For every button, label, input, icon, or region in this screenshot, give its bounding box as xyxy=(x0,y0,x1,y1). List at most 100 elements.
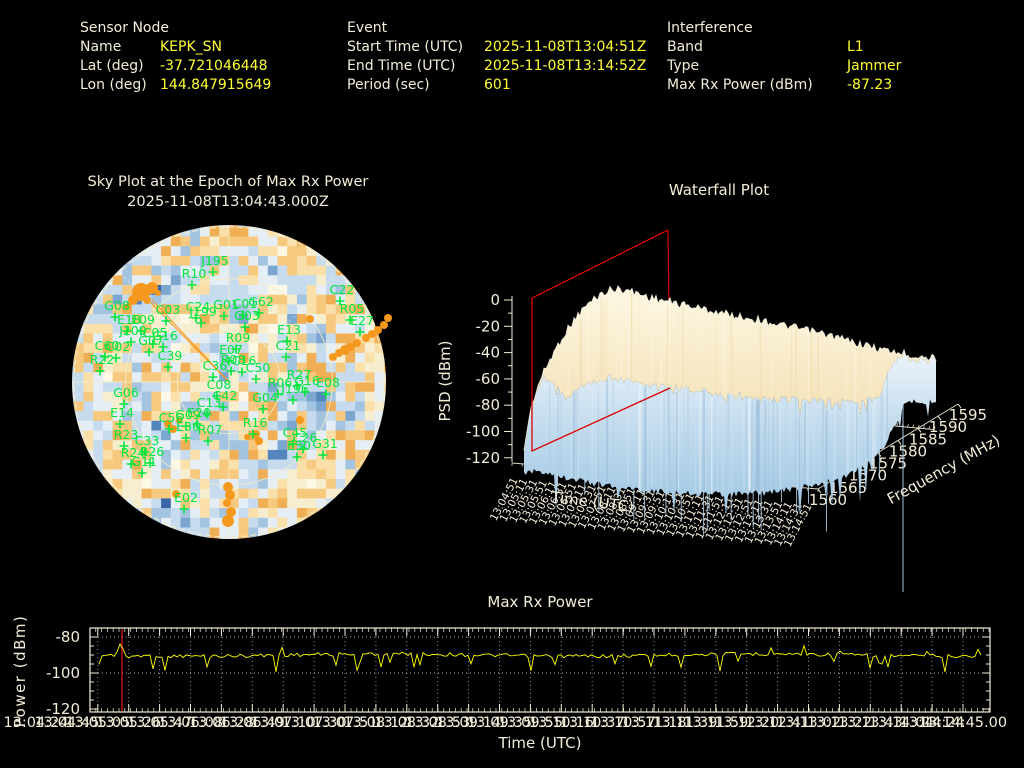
jammer-track-dot xyxy=(244,434,250,440)
sky-heat-cell xyxy=(267,226,278,237)
power-x-tick-label: 13:09:55 xyxy=(498,715,563,731)
sky-heat-cell xyxy=(199,488,210,499)
sky-heat-cell xyxy=(326,401,337,412)
sky-heat-cell xyxy=(199,411,210,422)
sky-heat-cell xyxy=(190,449,201,460)
sky-heat-cell xyxy=(122,401,133,412)
sky-heat-cell xyxy=(326,498,337,509)
sensor-node-title: Sensor Node xyxy=(80,20,169,36)
interference-type-label: Type xyxy=(667,58,700,74)
sky-heat-cell xyxy=(199,246,210,257)
satellite-marker xyxy=(288,395,298,405)
sky-heat-cell xyxy=(258,323,269,334)
sky-heat-cell xyxy=(287,352,298,363)
sky-heat-cell xyxy=(267,498,278,509)
sky-heat-cell xyxy=(151,420,162,431)
event-start-label: Start Time (UTC) xyxy=(347,39,464,55)
sky-heat-cell xyxy=(180,440,191,451)
sky-heat-cell xyxy=(112,333,123,344)
sky-heat-cell xyxy=(287,265,298,276)
sky-heat-cell xyxy=(199,304,210,315)
sky-heat-cell xyxy=(190,362,201,373)
sky-heat-cell xyxy=(238,323,249,334)
sky-heat-cell xyxy=(141,236,152,247)
sky-heat-cell xyxy=(132,430,143,441)
sky-heat-cell xyxy=(267,479,278,490)
sky-heat-cell xyxy=(112,255,123,266)
power-x-tick-label: 13:14:45.00 xyxy=(919,715,1007,731)
sky-heat-cell xyxy=(267,430,278,441)
sky-heat-cell xyxy=(355,314,366,325)
sky-heat-cell xyxy=(345,352,356,363)
sky-heat-cell xyxy=(277,449,288,460)
sky-heat-cell xyxy=(151,508,162,519)
satellite-marker xyxy=(321,389,331,399)
jammer-track-dot xyxy=(222,515,234,527)
satellite-E09: E09 xyxy=(131,312,155,336)
sky-heat-cell xyxy=(141,488,152,499)
satellite-marker xyxy=(219,311,229,321)
sky-heat-cell xyxy=(267,323,278,334)
sky-heat-cell xyxy=(229,391,240,402)
satellite-marker xyxy=(208,372,218,382)
sky-heat-cell xyxy=(161,527,172,538)
sky-heat-cell xyxy=(277,411,288,422)
sky-heat-cell xyxy=(180,265,191,276)
sky-heat-cell xyxy=(258,527,269,538)
satellite-label: G04 xyxy=(252,390,278,405)
sky-heat-cell xyxy=(209,226,220,237)
sky-heat-cell xyxy=(238,420,249,431)
sky-heat-cell xyxy=(345,372,356,383)
power-x-tick-label: 13:07:30 xyxy=(282,715,347,731)
sky-heat-cell xyxy=(151,498,162,509)
sky-heat-cell xyxy=(122,488,133,499)
sky-heat-cell xyxy=(258,343,269,354)
frequency-tick xyxy=(957,403,962,409)
sky-heat-cell xyxy=(306,236,317,247)
sky-heat-cell xyxy=(190,382,201,393)
sky-heat-cell xyxy=(316,469,327,480)
sky-heat-cell xyxy=(296,479,307,490)
satellite-R23: R23 xyxy=(114,427,138,451)
sky-heat-cell xyxy=(229,333,240,344)
sky-heat-cell xyxy=(335,323,346,334)
sky-heat-cell xyxy=(248,420,259,431)
sky-heat-cell xyxy=(345,469,356,480)
sky-heat-cell xyxy=(306,285,317,296)
sky-heat-cell xyxy=(238,537,249,539)
sky-heat-cell xyxy=(364,352,375,363)
sky-heat-cell xyxy=(374,440,385,451)
sky-heat-cell xyxy=(209,401,220,412)
sky-heat-cell xyxy=(248,508,259,519)
sky-heat-cell xyxy=(190,527,201,538)
sky-heat-cell xyxy=(219,488,230,499)
sky-heat-cell xyxy=(93,343,104,354)
jammer-track-dot xyxy=(296,416,304,424)
sky-heat-cell xyxy=(316,255,327,266)
power-x-tick-label: 13:07:10 xyxy=(251,715,316,731)
sky-heat-cell xyxy=(180,323,191,334)
satellite-label: R27 xyxy=(287,367,312,382)
sky-heat-cell xyxy=(122,265,133,276)
sky-heat-cell xyxy=(267,255,278,266)
sky-heat-cell xyxy=(170,508,181,519)
sky-heat-cell xyxy=(199,372,210,383)
sky-heat-cell xyxy=(73,333,84,344)
sky-heat-cell xyxy=(345,333,356,344)
sky-heat-cell xyxy=(122,372,133,383)
sky-heat-cell xyxy=(209,246,220,257)
sky-heat-cell xyxy=(93,411,104,422)
sky-heat-cell xyxy=(277,430,288,441)
sky-heat-cell xyxy=(219,333,230,344)
sky-heat-cell xyxy=(190,469,201,480)
sky-heat-cell xyxy=(190,285,201,296)
sky-heat-cell xyxy=(199,225,210,228)
sky-heat-cell xyxy=(161,323,172,334)
sky-heat-cell xyxy=(102,265,113,276)
sky-heat-cell xyxy=(180,226,191,237)
sky-heat-cell xyxy=(277,255,288,266)
sky-heat-cell xyxy=(190,333,201,344)
interference-maxrx-label: Max Rx Power (dBm) xyxy=(667,77,813,93)
sky-heat-cell xyxy=(190,265,201,276)
sky-heat-cell xyxy=(151,440,162,451)
